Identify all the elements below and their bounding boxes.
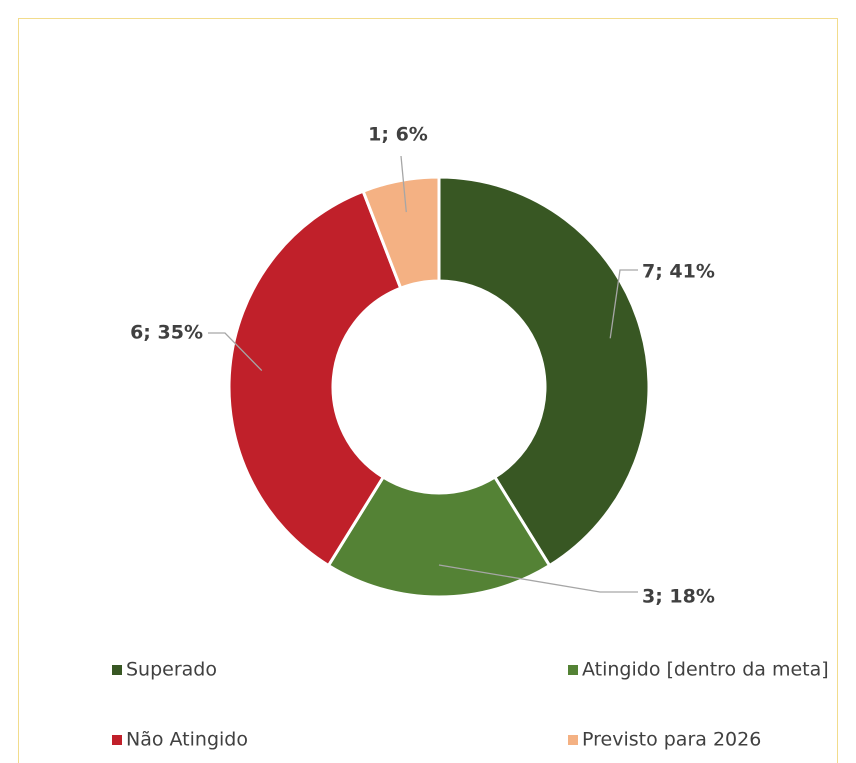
legend-swatch bbox=[112, 735, 122, 745]
slice bbox=[361, 175, 441, 291]
data-label: 1; 6% bbox=[368, 124, 428, 146]
legend-swatch bbox=[568, 735, 578, 745]
slice bbox=[437, 175, 651, 568]
legend-label: Atingido [dentro da meta] bbox=[582, 659, 829, 681]
chart-frame bbox=[18, 18, 838, 763]
legend-label: Previsto para 2026 bbox=[582, 729, 761, 751]
slice bbox=[227, 189, 403, 568]
data-label: 6; 35% bbox=[130, 322, 203, 344]
legend-swatch bbox=[568, 665, 578, 675]
data-label: 3; 18% bbox=[642, 586, 715, 608]
leader-line bbox=[609, 269, 638, 339]
leader-line bbox=[208, 332, 263, 372]
legend-swatch bbox=[112, 665, 122, 675]
slice bbox=[326, 475, 552, 599]
leader-line bbox=[438, 564, 638, 593]
legend-label: Superado bbox=[126, 659, 217, 681]
data-label: 7; 41% bbox=[642, 261, 715, 283]
leader-line bbox=[400, 155, 407, 213]
legend-label: Não Atingido bbox=[126, 729, 248, 751]
